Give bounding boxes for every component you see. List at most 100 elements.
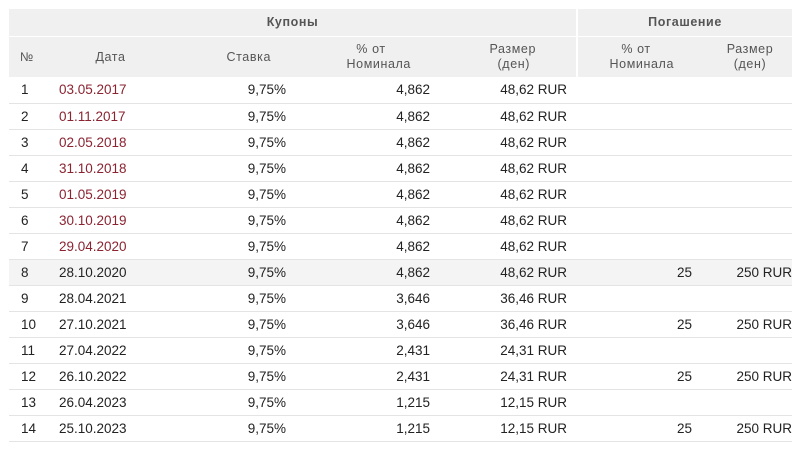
table-row: 3 02.05.2018 9,75% 4,862 48,62 RUR bbox=[9, 129, 793, 156]
cell-coupon-percent: 4,862 bbox=[311, 103, 445, 130]
cell-number: 6 bbox=[9, 207, 45, 234]
cell-redemption-percent bbox=[577, 285, 709, 312]
column-header-coupon-percent-line2: Номинала bbox=[346, 57, 411, 71]
cell-date: 25.10.2023 bbox=[45, 415, 176, 442]
column-header-redemption-size-line1: Размер bbox=[726, 42, 774, 56]
cell-coupon-size: 48,62 RUR bbox=[445, 233, 578, 260]
cell-number: 7 bbox=[9, 233, 45, 260]
cell-redemption-size bbox=[708, 77, 793, 104]
cell-coupon-percent: 1,215 bbox=[311, 415, 445, 442]
cell-date: 29.04.2020 bbox=[45, 233, 176, 260]
table-row: 14 25.10.2023 9,75% 1,215 12,15 RUR 25 250 RUR bbox=[9, 415, 793, 442]
header-column-row: № Дата Ставка % от Номинала Размер (ден)… bbox=[9, 36, 793, 77]
cell-rate: 9,75% bbox=[176, 129, 311, 156]
table-row: 11 27.04.2022 9,75% 2,431 24,31 RUR bbox=[9, 337, 793, 364]
column-header-redemption-percent: % от Номинала bbox=[577, 36, 709, 77]
cell-coupon-size: 48,62 RUR bbox=[445, 103, 578, 130]
cell-redemption-percent bbox=[577, 181, 709, 208]
cell-coupon-size: 24,31 RUR bbox=[445, 337, 578, 364]
column-header-coupon-percent: % от Номинала bbox=[311, 36, 445, 77]
cell-coupon-size: 12,15 RUR bbox=[445, 415, 578, 442]
table-row: 10 27.10.2021 9,75% 3,646 36,46 RUR 25 250 RUR bbox=[9, 311, 793, 338]
cell-redemption-percent: 25 bbox=[577, 311, 709, 338]
cell-date: 26.10.2022 bbox=[45, 363, 176, 390]
cell-coupon-size: 36,46 RUR bbox=[445, 311, 578, 338]
cell-coupon-percent: 2,431 bbox=[311, 363, 445, 390]
column-header-coupon-size-line2: (ден) bbox=[497, 57, 531, 71]
cell-redemption-percent bbox=[577, 233, 709, 260]
cell-date: 01.11.2017 bbox=[45, 103, 176, 130]
cell-coupon-size: 24,31 RUR bbox=[445, 363, 578, 390]
cell-coupon-size: 48,62 RUR bbox=[445, 207, 578, 234]
cell-number: 5 bbox=[9, 181, 45, 208]
cell-redemption-percent bbox=[577, 389, 709, 416]
table-row: 2 01.11.2017 9,75% 4,862 48,62 RUR bbox=[9, 103, 793, 130]
cell-date: 26.04.2023 bbox=[45, 389, 176, 416]
column-header-redemption-percent-line1: % от bbox=[621, 42, 651, 56]
cell-rate: 9,75% bbox=[176, 77, 311, 104]
cell-rate: 9,75% bbox=[176, 181, 311, 208]
cell-coupon-percent: 4,862 bbox=[311, 77, 445, 104]
column-header-rate: Ставка bbox=[176, 36, 311, 77]
cell-redemption-size: 250 RUR bbox=[708, 311, 793, 338]
column-header-date: Дата bbox=[45, 36, 176, 77]
cell-number: 9 bbox=[9, 285, 45, 312]
cell-redemption-size bbox=[708, 181, 793, 208]
cell-number: 14 bbox=[9, 415, 45, 442]
cell-coupon-percent: 4,862 bbox=[311, 181, 445, 208]
cell-redemption-percent bbox=[577, 155, 709, 182]
cell-number: 3 bbox=[9, 129, 45, 156]
cell-rate: 9,75% bbox=[176, 285, 311, 312]
cell-coupon-size: 36,46 RUR bbox=[445, 285, 578, 312]
cell-coupon-percent: 4,862 bbox=[311, 129, 445, 156]
cell-rate: 9,75% bbox=[176, 337, 311, 364]
cell-rate: 9,75% bbox=[176, 363, 311, 390]
header-group-row: Купоны Погашение bbox=[9, 9, 793, 37]
cell-rate: 9,75% bbox=[176, 311, 311, 338]
cell-coupon-size: 48,62 RUR bbox=[445, 155, 578, 182]
cell-date: 01.05.2019 bbox=[45, 181, 176, 208]
column-header-coupon-size: Размер (ден) bbox=[445, 36, 579, 77]
cell-number: 4 bbox=[9, 155, 45, 182]
cell-coupon-percent: 4,862 bbox=[311, 207, 445, 234]
cell-number: 13 bbox=[9, 389, 45, 416]
coupon-schedule-table: Купоны Погашение № Дата Ставка % от Номи… bbox=[9, 9, 793, 442]
cell-date: 02.05.2018 bbox=[45, 129, 176, 156]
cell-coupon-size: 48,62 RUR bbox=[445, 129, 578, 156]
cell-number: 11 bbox=[9, 337, 45, 364]
cell-redemption-percent bbox=[577, 129, 709, 156]
cell-date: 27.10.2021 bbox=[45, 311, 176, 338]
cell-number: 1 bbox=[9, 77, 45, 104]
cell-redemption-percent: 25 bbox=[577, 415, 709, 442]
cell-rate: 9,75% bbox=[176, 233, 311, 260]
cell-date: 31.10.2018 bbox=[45, 155, 176, 182]
coupons-group-header: Купоны bbox=[9, 9, 579, 37]
cell-date: 30.10.2019 bbox=[45, 207, 176, 234]
column-header-redemption-size: Размер (ден) bbox=[708, 36, 793, 77]
cell-coupon-size: 12,15 RUR bbox=[445, 389, 578, 416]
cell-redemption-size: 250 RUR bbox=[708, 259, 793, 286]
table-row: 7 29.04.2020 9,75% 4,862 48,62 RUR bbox=[9, 233, 793, 260]
cell-coupon-percent: 4,862 bbox=[311, 155, 445, 182]
cell-date: 28.10.2020 bbox=[45, 259, 176, 286]
table-row: 13 26.04.2023 9,75% 1,215 12,15 RUR bbox=[9, 389, 793, 416]
cell-redemption-size bbox=[708, 103, 793, 130]
cell-coupon-percent: 4,862 bbox=[311, 233, 445, 260]
table-row: 5 01.05.2019 9,75% 4,862 48,62 RUR bbox=[9, 181, 793, 208]
cell-rate: 9,75% bbox=[176, 103, 311, 130]
column-header-redemption-percent-line2: Номинала bbox=[609, 57, 675, 71]
cell-coupon-percent: 3,646 bbox=[311, 311, 445, 338]
cell-date: 27.04.2022 bbox=[45, 337, 176, 364]
table-row: 1 03.05.2017 9,75% 4,862 48,62 RUR bbox=[9, 77, 793, 104]
cell-redemption-size bbox=[708, 233, 793, 260]
table-row: 8 28.10.2020 9,75% 4,862 48,62 RUR 25 250 RUR bbox=[9, 259, 793, 286]
column-header-coupon-percent-line1: % от bbox=[356, 42, 386, 56]
cell-coupon-percent: 2,431 bbox=[311, 337, 445, 364]
cell-redemption-size bbox=[708, 285, 793, 312]
table-row: 6 30.10.2019 9,75% 4,862 48,62 RUR bbox=[9, 207, 793, 234]
cell-coupon-size: 48,62 RUR bbox=[445, 181, 578, 208]
cell-coupon-percent: 1,215 bbox=[311, 389, 445, 416]
cell-date: 03.05.2017 bbox=[45, 77, 176, 104]
cell-number: 12 bbox=[9, 363, 45, 390]
table-row: 4 31.10.2018 9,75% 4,862 48,62 RUR bbox=[9, 155, 793, 182]
